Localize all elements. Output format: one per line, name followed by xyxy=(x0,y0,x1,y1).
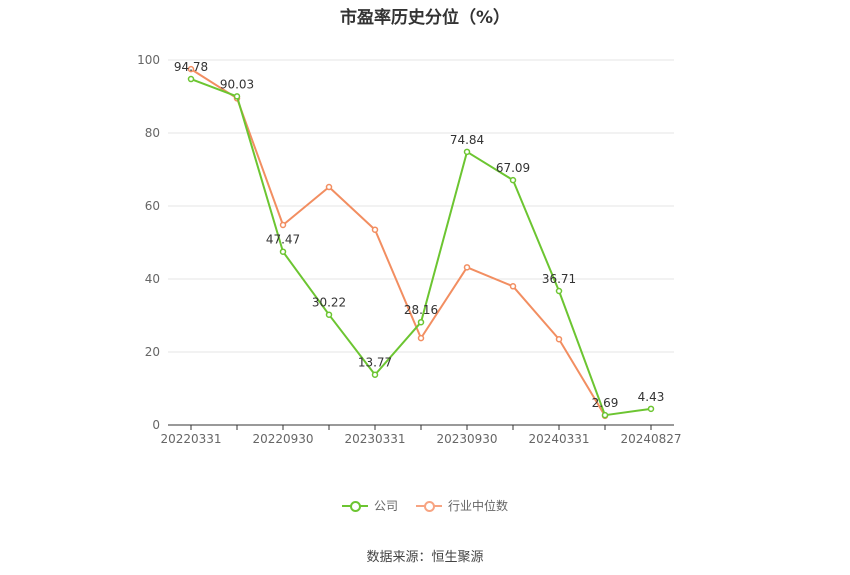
y-tick-label: 20 xyxy=(145,345,160,359)
data-point-company xyxy=(417,318,425,326)
y-tick-label: 60 xyxy=(145,199,160,213)
legend-item-company[interactable]: 公司 xyxy=(341,497,398,514)
data-point-industry-median xyxy=(417,334,425,342)
data-point-industry-median xyxy=(463,264,471,271)
chart-title: 市盈率历史分位（%） xyxy=(339,8,511,28)
axes: 0 20 40 60 80 100 20220331 20220930 20230331 2023… xyxy=(137,53,681,446)
data-point-company xyxy=(233,93,241,100)
legend-item-industry-median[interactable]: 行业中位数 xyxy=(416,497,508,514)
legend-label-company: 公司 xyxy=(373,499,398,513)
data-point-industry-median xyxy=(279,221,287,229)
data-source: 数据来源：恒生聚源 xyxy=(366,550,484,565)
data-point-industry-median xyxy=(325,183,333,191)
data-label: 67.09 xyxy=(496,161,530,175)
data-label: 74.84 xyxy=(450,133,484,147)
legend-swatch-company xyxy=(341,499,368,513)
y-tick-label: 80 xyxy=(145,126,160,140)
data-label: 30.22 xyxy=(312,296,346,310)
data-point-company xyxy=(509,176,517,184)
data-label: 90.03 xyxy=(220,77,254,91)
data-labels: 94.78 90.03 47.47 30.22 13.77 28.16 74.84 67.09… xyxy=(174,60,665,410)
data-point-company xyxy=(279,248,287,255)
y-tick-label: 0 xyxy=(152,418,160,432)
data-point-company xyxy=(601,411,609,419)
x-tick-label: 20220331 xyxy=(160,432,221,446)
series-line-company xyxy=(190,78,652,417)
x-tick-label: 20220930 xyxy=(252,432,313,446)
legend-label-industry-median: 行业中位数 xyxy=(448,499,509,513)
data-label: 47.47 xyxy=(266,233,300,247)
legend: 公司 行业中位数 xyxy=(0,497,850,514)
y-tick-label: 100 xyxy=(137,53,160,67)
series-line-industry-median xyxy=(190,68,606,417)
data-point-company xyxy=(325,311,333,318)
data-point-industry-median xyxy=(555,335,563,343)
data-point-company xyxy=(371,371,379,378)
data-point-company xyxy=(647,405,655,413)
series xyxy=(187,65,655,420)
x-tick-label: 20230331 xyxy=(344,432,405,446)
legend-swatch-industry-median xyxy=(416,499,442,513)
data-point-company xyxy=(187,75,195,83)
x-tick-label: 20230930 xyxy=(436,432,497,446)
x-tick-label: 20240827 xyxy=(620,432,681,446)
y-tick-label: 40 xyxy=(145,272,160,286)
data-point-company xyxy=(463,148,471,156)
data-point-company xyxy=(555,287,563,295)
data-label: 94.78 xyxy=(174,60,208,74)
data-label: 2.69 xyxy=(592,396,619,410)
data-label: 36.71 xyxy=(542,272,576,286)
data-label: 13.77 xyxy=(358,356,392,370)
x-tick-label: 20240331 xyxy=(528,432,589,446)
data-label: 4.43 xyxy=(638,390,665,404)
data-point-industry-median xyxy=(371,226,379,233)
data-point-industry-median xyxy=(187,65,195,73)
data-label: 28.16 xyxy=(404,303,438,317)
gridlines xyxy=(168,59,674,353)
data-point-industry-median xyxy=(509,283,517,290)
